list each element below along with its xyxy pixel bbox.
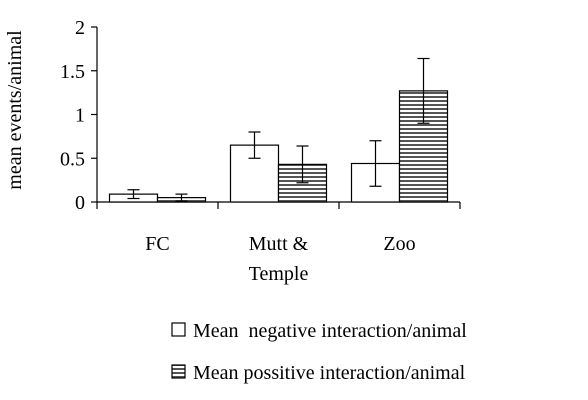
- category-label: Mutt & Temple: [249, 233, 309, 285]
- category-label-line: Mutt &: [249, 233, 309, 255]
- category-label-line: FC: [145, 233, 169, 255]
- category-label-line: Temple: [249, 263, 309, 285]
- y-axis-title: mean events/animal: [4, 30, 26, 190]
- category-label-line: Zoo: [383, 233, 415, 255]
- y-tick-label: 2: [75, 17, 85, 39]
- y-tick-label: 1.5: [60, 61, 85, 83]
- y-tick-label: 0: [75, 192, 85, 214]
- category-label: Zoo: [383, 233, 415, 255]
- legend-swatch: [171, 364, 186, 379]
- legend-swatch: [171, 322, 186, 337]
- legend-label: Mean negative interaction/animal: [193, 320, 467, 342]
- y-tick-label: 0.5: [60, 148, 85, 170]
- y-tick-label: 1: [75, 105, 85, 127]
- category-label: FC: [145, 233, 169, 255]
- legend-label: Mean possitive interaction/animal: [193, 362, 466, 384]
